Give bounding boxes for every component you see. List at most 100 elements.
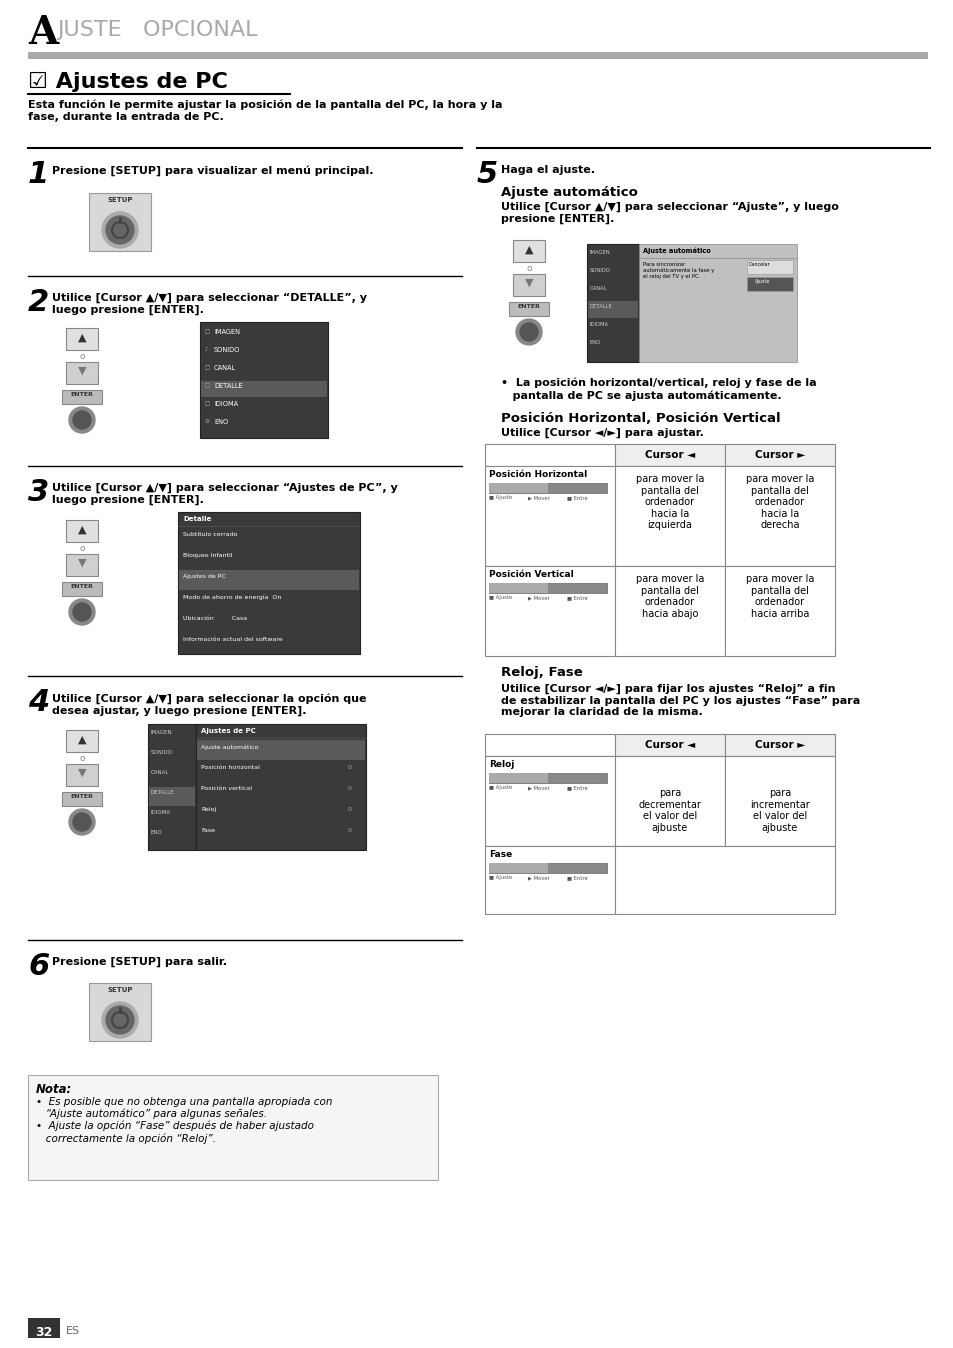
Bar	[28, 1074, 437, 1180]
Text: Ajuste: Ajuste	[754, 279, 770, 284]
Bar	[66, 554, 98, 576]
Text: Reloj: Reloj	[201, 807, 216, 811]
Text: Utilice [Cursor ◄/►] para ajustar.: Utilice [Cursor ◄/►] para ajustar.	[500, 429, 703, 438]
Text: Posición Vertical: Posición Vertical	[489, 570, 573, 580]
Text: IMAGEN: IMAGEN	[589, 249, 610, 255]
Text: Detalle: Detalle	[183, 516, 212, 522]
Text: o: o	[79, 352, 85, 361]
Circle shape	[73, 813, 91, 830]
Text: ■ Entre: ■ Entre	[566, 495, 587, 500]
Text: ■ Ajuste: ■ Ajuste	[489, 495, 512, 500]
Bar	[62, 582, 102, 596]
Text: para mover la
pantalla del
ordenador
hacia la
derecha: para mover la pantalla del ordenador hac…	[745, 474, 813, 530]
Text: ENO: ENO	[151, 830, 163, 834]
Text: Cursor ◄: Cursor ◄	[644, 450, 695, 460]
Circle shape	[69, 809, 95, 834]
Text: ■ Entre: ■ Entre	[566, 594, 587, 600]
Text: Utilice [Cursor ▲/▼] para seleccionar “DETALLE”, y
luego presione [ENTER].: Utilice [Cursor ▲/▼] para seleccionar “D…	[52, 293, 367, 315]
Text: ▶ Mover: ▶ Mover	[527, 875, 549, 880]
Bar	[615, 566, 724, 656]
Text: ENTER: ENTER	[71, 392, 93, 398]
Text: ▼: ▼	[77, 768, 86, 778]
Text: 4: 4	[28, 687, 50, 717]
Text: •  Es posible que no obtenga una pantalla apropiada con
   “Ajuste automático” p: • Es posible que no obtenga una pantalla…	[36, 1097, 333, 1143]
Text: Utilice [Cursor ▲/▼] para seleccionar “Ajustes de PC”, y
luego presione [ENTER].: Utilice [Cursor ▲/▼] para seleccionar “A…	[52, 483, 397, 506]
Text: 6: 6	[28, 952, 50, 981]
Text: 1: 1	[28, 160, 50, 189]
Bar	[66, 731, 98, 752]
Text: ▲: ▲	[77, 735, 86, 745]
Text: Reloj: Reloj	[489, 760, 514, 768]
Circle shape	[73, 411, 91, 429]
Bar	[200, 322, 328, 438]
Circle shape	[102, 212, 138, 248]
Text: ▶ Mover: ▶ Mover	[527, 594, 549, 600]
Text: Ajustes de PC: Ajustes de PC	[201, 728, 255, 735]
Text: ENTER: ENTER	[71, 794, 93, 799]
Bar	[587, 301, 638, 318]
Text: Utilice [Cursor ▲/▼] para seleccionar “Ajuste”, y luego
presione [ENTER].: Utilice [Cursor ▲/▼] para seleccionar “A…	[500, 202, 838, 224]
Text: 0: 0	[348, 807, 352, 811]
Bar	[62, 793, 102, 806]
Text: ■ Ajuste: ■ Ajuste	[489, 785, 512, 790]
Text: IDIOMA: IDIOMA	[589, 322, 608, 328]
Text: ☑ Ajustes de PC: ☑ Ajustes de PC	[28, 71, 228, 92]
Text: IMAGEN: IMAGEN	[151, 731, 172, 735]
Text: Ajuste automático: Ajuste automático	[642, 248, 710, 255]
Circle shape	[106, 1006, 133, 1034]
Text: IDIOMA: IDIOMA	[213, 400, 238, 407]
Text: Posición vertical: Posición vertical	[201, 786, 252, 791]
Text: Presione [SETUP] para salir.: Presione [SETUP] para salir.	[52, 957, 227, 968]
Bar	[615, 466, 724, 566]
Circle shape	[519, 324, 537, 341]
Text: Cursor ►: Cursor ►	[754, 450, 804, 460]
Text: ■ Ajuste: ■ Ajuste	[489, 594, 512, 600]
Text: ■ Entre: ■ Entre	[566, 875, 587, 880]
Text: Haga el ajuste.: Haga el ajuste.	[500, 164, 595, 175]
Text: ■ Ajuste: ■ Ajuste	[489, 875, 512, 880]
Bar	[484, 735, 615, 756]
Bar	[513, 274, 544, 297]
Text: ▼: ▼	[524, 278, 533, 288]
Bar	[509, 302, 548, 315]
Bar	[489, 772, 606, 783]
Text: DETALLE: DETALLE	[213, 383, 242, 390]
Text: •  La posición horizontal/vertical, reloj y fase de la
   pantalla de PC se ajus: • La posición horizontal/vertical, reloj…	[500, 377, 816, 400]
Text: Reloj, Fase: Reloj, Fase	[500, 666, 582, 679]
Circle shape	[69, 407, 95, 433]
Text: A: A	[28, 13, 58, 53]
Bar	[201, 381, 327, 398]
Bar	[489, 772, 547, 783]
Text: para mover la
pantalla del
ordenador
hacia abajo: para mover la pantalla del ordenador hac…	[635, 574, 703, 619]
Bar	[178, 512, 359, 654]
Bar	[724, 735, 834, 756]
Bar	[148, 724, 195, 851]
Bar	[615, 756, 724, 847]
Text: ENO: ENO	[213, 419, 228, 425]
Text: Ajuste automático: Ajuste automático	[201, 744, 258, 749]
Text: Posición Horizontal: Posición Horizontal	[489, 470, 587, 479]
Bar	[66, 363, 98, 384]
Bar	[489, 483, 606, 493]
Text: Ajustes de PC: Ajustes de PC	[183, 574, 226, 580]
Text: Cancelar: Cancelar	[748, 262, 770, 267]
Text: ⚙: ⚙	[205, 419, 210, 425]
Bar	[484, 756, 615, 847]
Text: Utilice [Cursor ▲/▼] para seleccionar la opción que
desea ajustar, y luego presi: Utilice [Cursor ▲/▼] para seleccionar la…	[52, 693, 366, 716]
Text: 3: 3	[28, 479, 50, 507]
Circle shape	[69, 599, 95, 625]
Text: ▶ Mover: ▶ Mover	[527, 785, 549, 790]
Text: SONIDO: SONIDO	[213, 346, 240, 353]
Text: 5: 5	[476, 160, 497, 189]
Text: Posición horizontal: Posición horizontal	[201, 766, 259, 770]
Text: Para sincronizar
automáticamente la fase y
el reloj del TV y el PC.: Para sincronizar automáticamente la fase…	[642, 262, 714, 279]
Text: Utilice [Cursor ◄/►] para fijar los ajustes “Reloj” a fin
de estabilizar la pant: Utilice [Cursor ◄/►] para fijar los ajus…	[500, 683, 860, 717]
Text: Posición Horizontal, Posición Vertical: Posición Horizontal, Posición Vertical	[500, 412, 780, 425]
Text: DETALLE: DETALLE	[589, 305, 612, 309]
Bar	[195, 724, 366, 851]
Text: JUSTE   OPCIONAL: JUSTE OPCIONAL	[57, 20, 257, 40]
Text: Presione [SETUP] para visualizar el menú principal.: Presione [SETUP] para visualizar el menú…	[52, 164, 374, 175]
Bar	[489, 863, 606, 874]
Text: Información actual del software: Información actual del software	[183, 638, 282, 642]
Text: 0: 0	[348, 766, 352, 770]
